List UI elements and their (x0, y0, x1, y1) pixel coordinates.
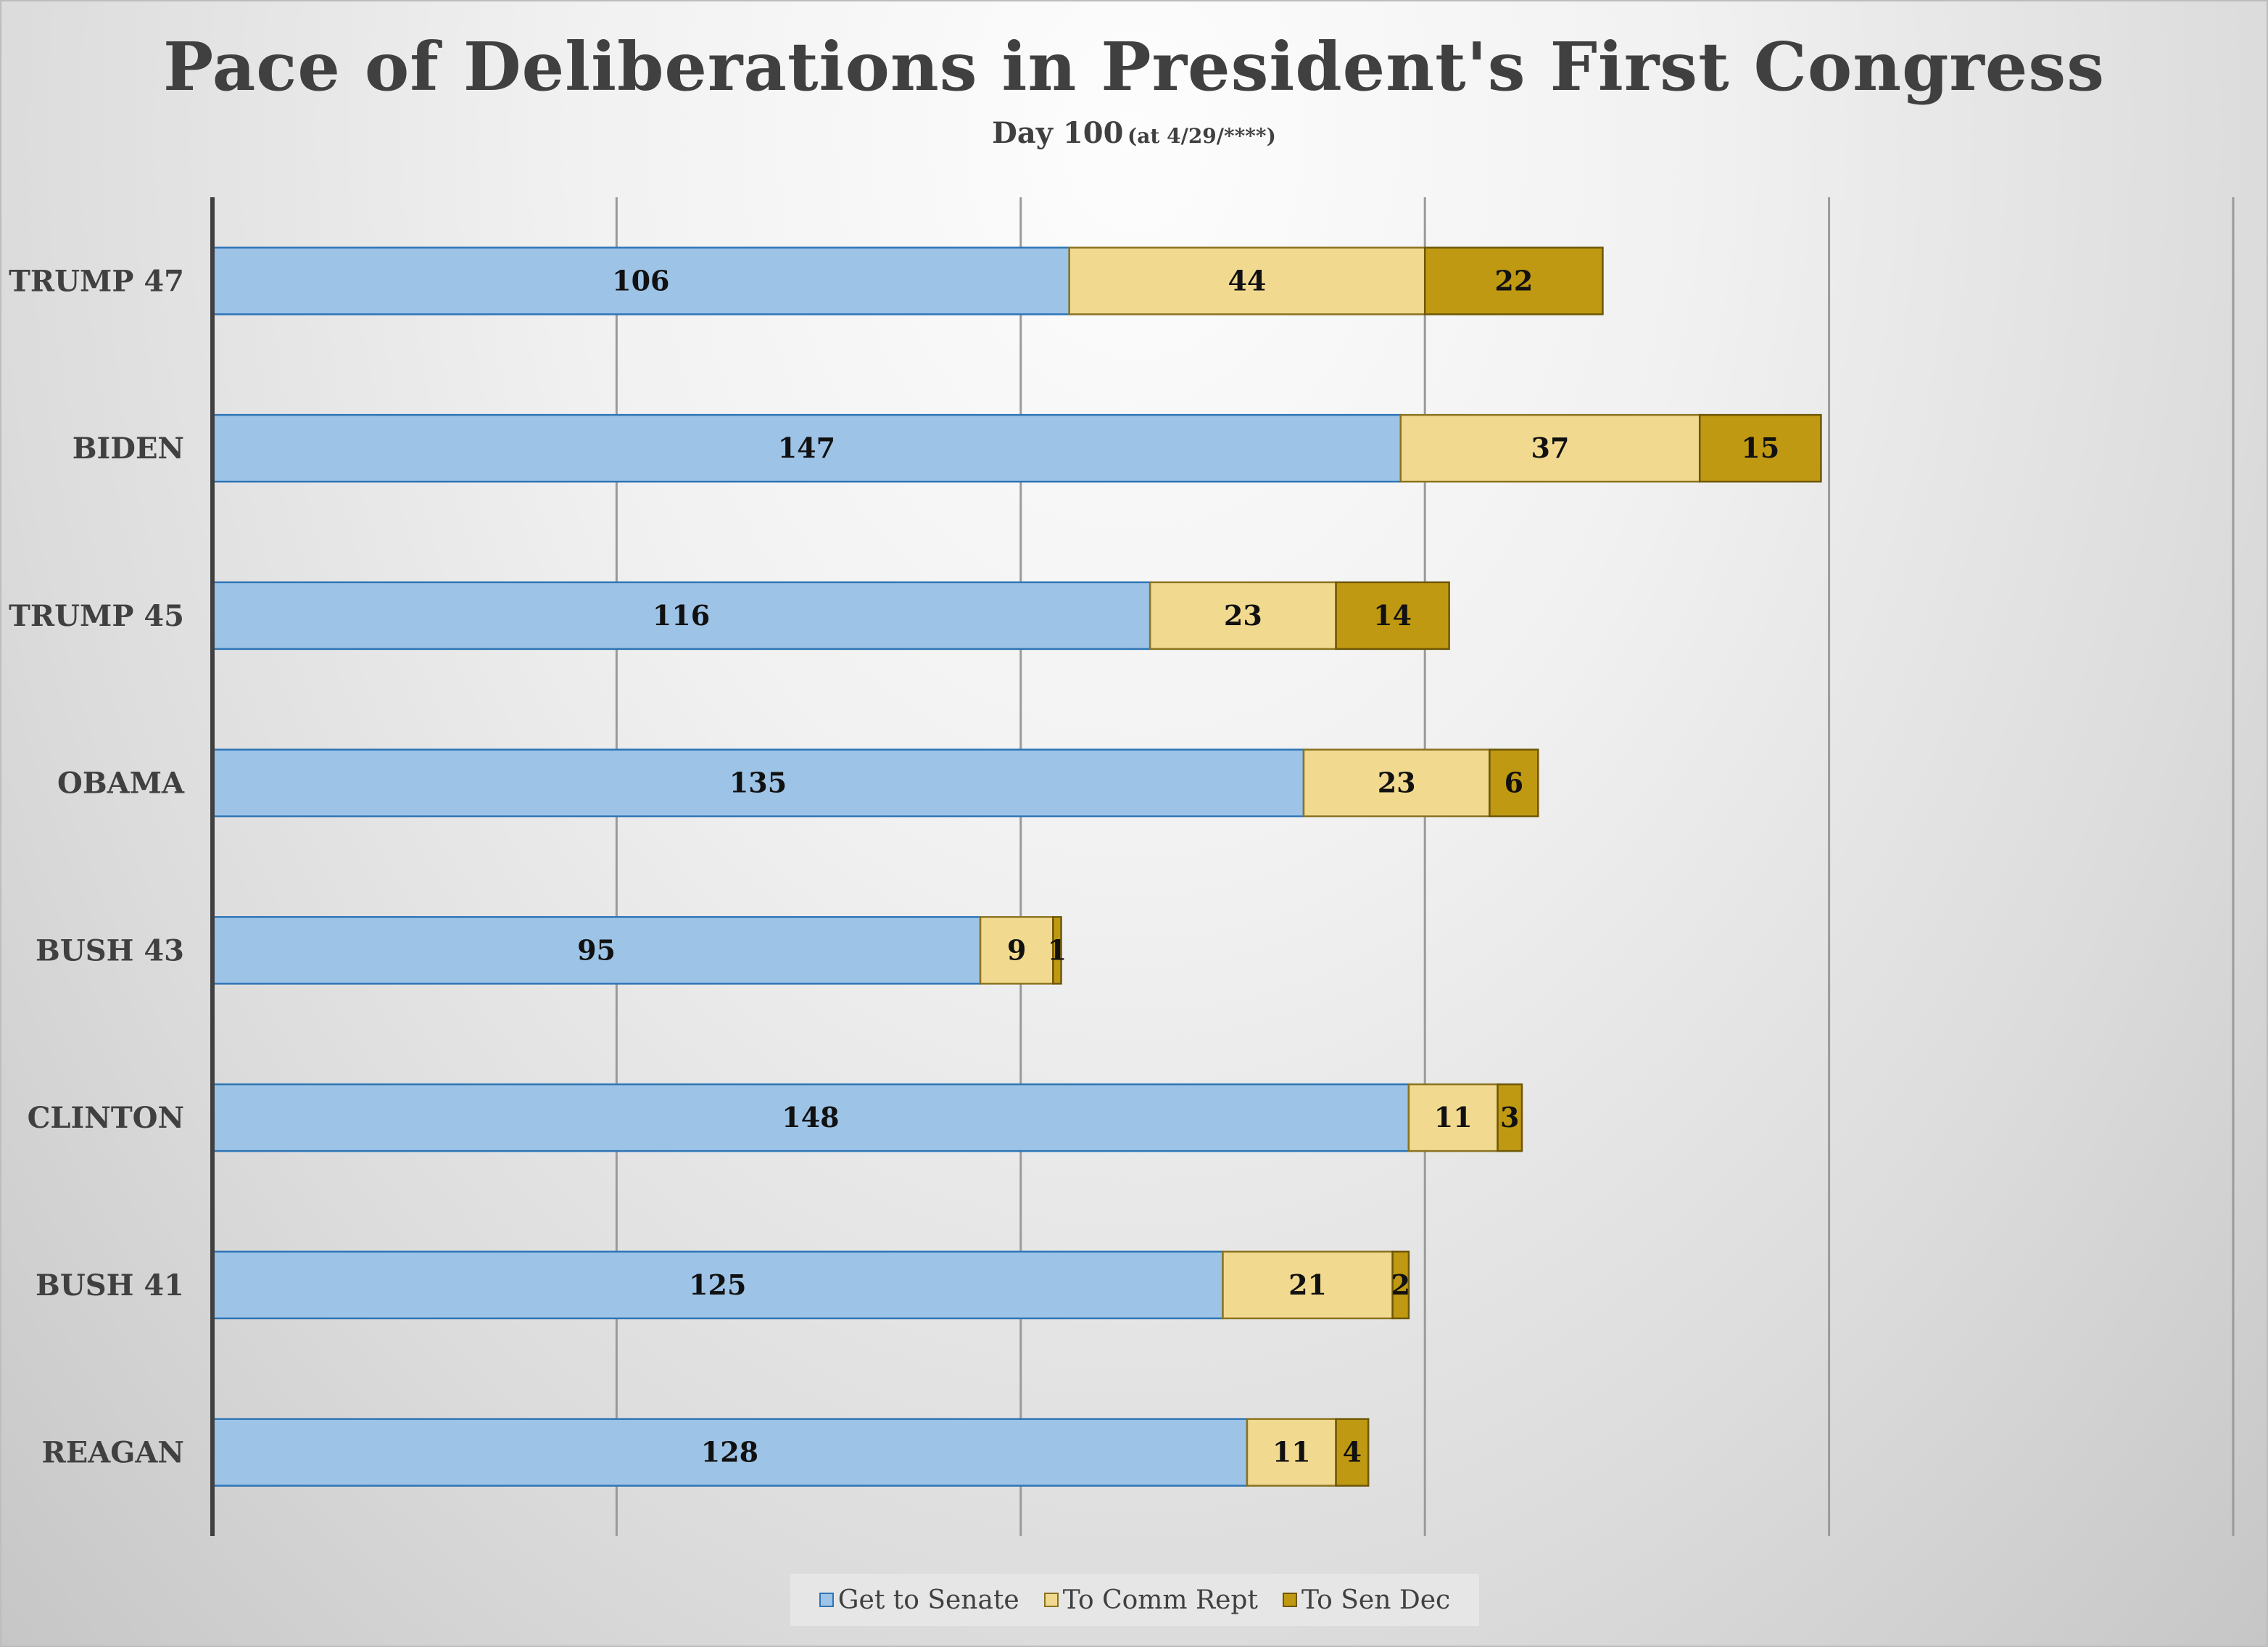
data-label: 106 (612, 264, 669, 297)
category-labels: TRUMP 47 BIDEN TRUMP 45 OBAMA BUSH 43 CLINTON… (9, 264, 185, 1469)
category-label: TRUMP 45 (9, 599, 184, 633)
data-label: 23 (1378, 767, 1416, 799)
bars: 106 44 22 147 37 15 116 23 14 135 23 6 95 9 1 148 11 3 125… (211, 247, 1822, 1487)
data-label: 14 (1373, 599, 1412, 632)
bar-bush-43-series-1 (979, 916, 1054, 985)
bar-biden-series-0 (211, 413, 1402, 483)
data-label: 6 (1505, 767, 1523, 799)
bar-bush-41-series-1 (1222, 1250, 1394, 1320)
bar-trump-45-series-2 (1335, 581, 1450, 651)
bar-reagan-series-2 (1335, 1418, 1370, 1487)
data-label: 22 (1494, 264, 1533, 297)
data-label: 95 (577, 933, 616, 966)
data-label: 15 (1741, 432, 1779, 464)
legend: Get to Senate To Comm Rept To Sen Dec (790, 1574, 1479, 1626)
data-label: 128 (701, 1436, 758, 1469)
category-label: REAGAN (41, 1436, 184, 1470)
data-label: 37 (1531, 432, 1570, 464)
legend-swatch-to-sen-dec (1282, 1593, 1297, 1607)
category-label: OBAMA (57, 767, 185, 801)
bar-bush-41-series-2 (1391, 1250, 1410, 1320)
chart-title: Pace of Deliberations in President's Fir… (162, 28, 2106, 106)
legend-item-get-to-senate: Get to Senate (819, 1585, 1019, 1615)
bar-obama-series-2 (1489, 748, 1539, 817)
chart-subtitle: Day 100 (at 4/29/****) (0, 116, 2268, 150)
gridlines (615, 197, 2235, 1536)
legend-swatch-get-to-senate (819, 1593, 834, 1607)
data-label: 116 (653, 599, 710, 632)
category-label: BUSH 41 (36, 1268, 184, 1303)
data-label: 3 (1500, 1101, 1519, 1134)
data-label: 2 (1391, 1268, 1410, 1301)
bar-biden-series-1 (1399, 413, 1701, 483)
data-label: 21 (1288, 1268, 1327, 1301)
bar-clinton-series-2 (1497, 1083, 1523, 1152)
bar-reagan-series-1 (1246, 1418, 1337, 1487)
category-label: TRUMP 47 (9, 264, 184, 298)
category-label: CLINTON (28, 1101, 184, 1135)
legend-label-get-to-senate: Get to Senate (837, 1585, 1019, 1615)
bar-trump-47-series-2 (1423, 247, 1604, 315)
bar-biden-series-2 (1698, 413, 1822, 483)
legend-label-to-sen-dec: To Sen Dec (1301, 1585, 1451, 1615)
data-label: 135 (729, 767, 787, 799)
bar-reagan-series-0 (211, 1418, 1249, 1487)
bar-clinton-series-0 (211, 1083, 1410, 1152)
data-label: 1 (1048, 933, 1067, 966)
data-label: 11 (1434, 1101, 1473, 1134)
bar-bush-41-series-0 (211, 1250, 1224, 1320)
bar-trump-47-series-0 (211, 247, 1070, 315)
subtitle-main: Day 100 (992, 116, 1124, 150)
legend-swatch-to-comm-rept (1043, 1593, 1059, 1607)
data-label: 44 (1228, 264, 1266, 297)
data-label: 4 (1343, 1436, 1362, 1469)
category-label: BIDEN (73, 432, 184, 466)
data-label: 9 (1007, 933, 1026, 966)
data-label: 23 (1224, 599, 1262, 632)
data-label: 11 (1272, 1436, 1311, 1469)
bar-bush-43-series-0 (211, 916, 982, 985)
category-label: BUSH 43 (36, 933, 184, 967)
legend-item-to-sen-dec: To Sen Dec (1282, 1585, 1451, 1615)
bar-bush-43-series-2 (1052, 916, 1062, 985)
data-label: 147 (778, 432, 835, 464)
bar-trump-45-series-1 (1149, 581, 1337, 651)
bar-clinton-series-1 (1407, 1083, 1499, 1152)
legend-item-to-comm-rept: To Comm Rept (1043, 1585, 1258, 1615)
bar-obama-series-0 (211, 748, 1305, 817)
data-label: 148 (782, 1101, 839, 1134)
legend-label-to-comm-rept: To Comm Rept (1062, 1585, 1258, 1615)
subtitle-note: (at 4/29/****) (1127, 124, 1276, 148)
data-label: 125 (689, 1268, 746, 1301)
bar-obama-series-1 (1302, 748, 1491, 817)
